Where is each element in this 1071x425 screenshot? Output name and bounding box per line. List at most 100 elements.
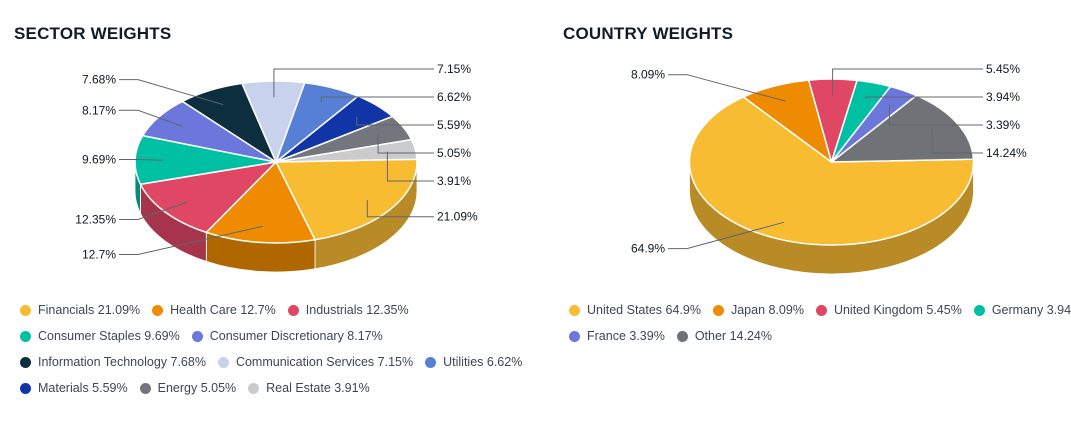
slice-label-real-estate: 3.91% [437, 174, 471, 188]
sector-weights-title: SECTOR WEIGHTS [14, 24, 172, 43]
slice-label-germany: 3.94% [986, 90, 1020, 104]
legend-marker-united-states [569, 305, 580, 316]
slice-label-information-technology: 7.68% [82, 73, 116, 87]
sector-weights-legend: Financials 21.09% Health Care 12.7% Indust… [20, 302, 541, 397]
slice-connector-industrials [119, 201, 188, 220]
legend-item-consumer-discretionary[interactable]: Consumer Discretionary 8.17% [191, 328, 383, 345]
legend-item-consumer-staples[interactable]: Consumer Staples 9.69% [20, 328, 180, 345]
legend-marker-financials [20, 305, 31, 316]
slice-connector-united-kingdom [832, 68, 983, 96]
slice-label-industrials: 12.35% [75, 213, 116, 227]
legend-marker-materials [20, 383, 31, 394]
slice-connector-information-technology [119, 79, 224, 106]
legend-item-materials[interactable]: Materials 5.59% [20, 380, 128, 397]
legend-item-industrials[interactable]: Industrials 12.35% [287, 302, 409, 319]
slice-label-france: 3.39% [986, 118, 1020, 132]
slice-label-communication-services: 7.15% [437, 62, 471, 76]
pie-slice-industrials[interactable] [139, 161, 277, 234]
slice-label-materials: 5.59% [437, 118, 471, 132]
legend-item-germany[interactable]: Germany 3.94% [973, 302, 1071, 319]
legend-item-other[interactable]: Other 14.24% [676, 328, 772, 345]
legend-item-health-care[interactable]: Health Care 12.7% [152, 302, 276, 319]
legend-item-communication-services[interactable]: Communication Services 7.15% [217, 354, 414, 371]
slice-connector-energy [377, 134, 434, 154]
pie-slice-financials[interactable] [275, 158, 418, 241]
slice-connector-consumer-discretionary [119, 109, 183, 127]
slice-label-united-states: 64.9% [631, 242, 665, 256]
legend-item-france[interactable]: France 3.39% [569, 328, 665, 345]
legend-marker-utilities [425, 357, 437, 368]
slice-label-utilities: 6.62% [437, 90, 471, 104]
legend-marker-consumer-discretionary [191, 331, 203, 342]
slice-connector-germany [865, 96, 983, 99]
slice-connector-consumer-staples [119, 159, 164, 161]
fund-weights-page: SECTOR WEIGHTS 21.09% 12.7% 12.35% 9.69% 8.1… [0, 0, 1071, 397]
legend-label-energy: Energy 5.05% [157, 381, 237, 395]
legend-label-financials: Financials 21.09% [38, 303, 141, 317]
country-weights-title: COUNTRY WEIGHTS [563, 24, 734, 43]
legend-marker-energy [139, 383, 151, 394]
slice-connector-united-states [668, 221, 784, 250]
sector-weights-pie-chart: 21.09% 12.7% 12.35% 9.69% 8.17% 7.68% 7.15% 6.6… [75, 62, 478, 273]
legend-label-france: France 3.39% [587, 329, 665, 343]
legend-label-utilities: Utilities 6.62% [443, 355, 523, 369]
pie-slice-health-care[interactable] [205, 161, 316, 244]
legend-item-japan[interactable]: Japan 8.09% [712, 302, 804, 319]
legend-marker-other [676, 331, 688, 342]
pie-slice-real-estate[interactable] [275, 138, 418, 163]
slice-connector-communication-services [273, 68, 434, 98]
slice-connector-real-estate [386, 151, 434, 182]
slice-connector-materials [356, 116, 434, 126]
legend-label-consumer-staples: Consumer Staples 9.69% [38, 329, 180, 343]
legend-marker-industrials [287, 305, 299, 316]
legend-marker-communication-services [217, 357, 229, 368]
legend-marker-health-care [152, 305, 164, 316]
slice-label-consumer-staples: 9.69% [82, 153, 116, 167]
legend-item-united-kingdom[interactable]: United Kingdom 5.45% [815, 302, 962, 319]
legend-label-communication-services: Communication Services 7.15% [235, 355, 414, 369]
slice-connector-france [888, 104, 983, 126]
legend-marker-france [569, 331, 580, 342]
slice-connector-other [931, 131, 983, 154]
slice-label-consumer-discretionary: 8.17% [82, 103, 116, 117]
pie-slice-united-states[interactable] [688, 96, 975, 246]
legend-marker-germany [973, 305, 985, 316]
slice-connector-utilities [320, 96, 434, 103]
country-weights-panel: COUNTRY WEIGHTS 64.9% 8.09% 5.45% 3.94% 3.39… [549, 0, 1071, 397]
legend-label-health-care: Health Care 12.7% [170, 303, 276, 317]
country-weights-pie-chart: 64.9% 8.09% 5.45% 3.94% 3.39% 14.24% [631, 62, 1027, 275]
legend-item-energy[interactable]: Energy 5.05% [139, 380, 237, 397]
slice-connector-japan [668, 74, 786, 102]
legend-item-utilities[interactable]: Utilities 6.62% [425, 354, 522, 371]
legend-label-consumer-discretionary: Consumer Discretionary 8.17% [209, 329, 383, 343]
legend-marker-real-estate [248, 383, 260, 394]
country-weights-legend: United States 64.9% Japan 8.09% United Kin… [569, 302, 1071, 345]
legend-marker-information-technology [20, 357, 31, 368]
sector-weights-panel: SECTOR WEIGHTS 21.09% 12.7% 12.35% 9.69% 8.1… [0, 0, 549, 397]
slice-connector-financials [366, 200, 434, 218]
legend-item-real-estate[interactable]: Real Estate 3.91% [248, 380, 370, 397]
slice-label-japan: 8.09% [631, 68, 665, 82]
legend-label-other: Other 14.24% [694, 329, 772, 343]
legend-label-industrials: Industrials 12.35% [305, 303, 409, 317]
legend-item-united-states[interactable]: United States 64.9% [569, 302, 701, 319]
slice-label-united-kingdom: 5.45% [986, 62, 1020, 76]
slice-label-financials: 21.09% [437, 210, 478, 224]
legend-label-real-estate: Real Estate 3.91% [266, 381, 370, 395]
slice-connector-health-care [119, 225, 263, 255]
legend-item-financials[interactable]: Financials 21.09% [20, 302, 140, 319]
legend-label-united-states: United States 64.9% [587, 303, 701, 317]
legend-marker-japan [712, 305, 724, 316]
legend-label-information-technology: Information Technology 7.68% [38, 355, 206, 369]
legend-item-information-technology[interactable]: Information Technology 7.68% [20, 354, 206, 371]
legend-marker-united-kingdom [815, 305, 827, 316]
slice-label-energy: 5.05% [437, 146, 471, 160]
legend-label-materials: Materials 5.59% [38, 381, 128, 395]
slice-label-other: 14.24% [986, 146, 1027, 160]
legend-label-united-kingdom: United Kingdom 5.45% [833, 303, 962, 317]
legend-marker-consumer-staples [20, 331, 31, 342]
slice-label-health-care: 12.7% [82, 248, 116, 262]
pie-slice-other[interactable] [830, 94, 975, 163]
legend-label-germany: Germany 3.94% [991, 303, 1071, 317]
legend-label-japan: Japan 8.09% [730, 303, 804, 317]
